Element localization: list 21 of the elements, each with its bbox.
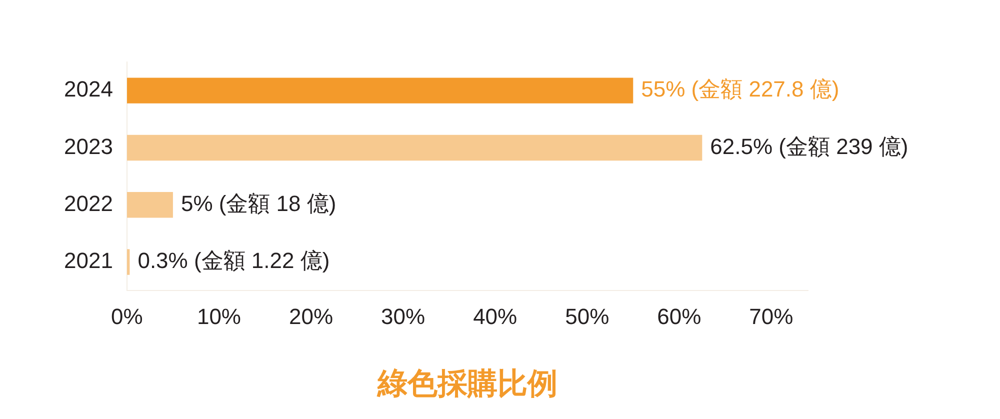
x-tick-label: 70% [749, 304, 794, 329]
x-tick-label: 20% [288, 304, 334, 329]
bar [126, 78, 634, 104]
y-tick-label: 2023 [64, 134, 113, 159]
bar [126, 192, 173, 218]
x-tick-label: 0% [111, 304, 143, 329]
data-label: 5% (金額 18 億) [180, 190, 336, 216]
x-tick-label: 60% [657, 304, 702, 329]
bar [126, 249, 130, 275]
x-axis-title: 綠色採購比例 [376, 367, 558, 400]
data-label: 62.5% (金額 239 億) [710, 134, 908, 159]
data-label: 0.3% (金額 1.22 億) [138, 248, 330, 274]
bar [126, 134, 702, 161]
data-label: 55% (金額 227.8 億) [641, 76, 840, 102]
x-tick-label: 50% [565, 304, 610, 329]
y-tick-label: 2024 [64, 76, 113, 102]
x-tick-label: 10% [196, 304, 241, 329]
y-tick-label: 2022 [64, 190, 113, 216]
x-tick-label: 40% [473, 304, 518, 329]
x-tick-label: 30% [381, 304, 426, 329]
y-tick-label: 2021 [64, 248, 113, 274]
